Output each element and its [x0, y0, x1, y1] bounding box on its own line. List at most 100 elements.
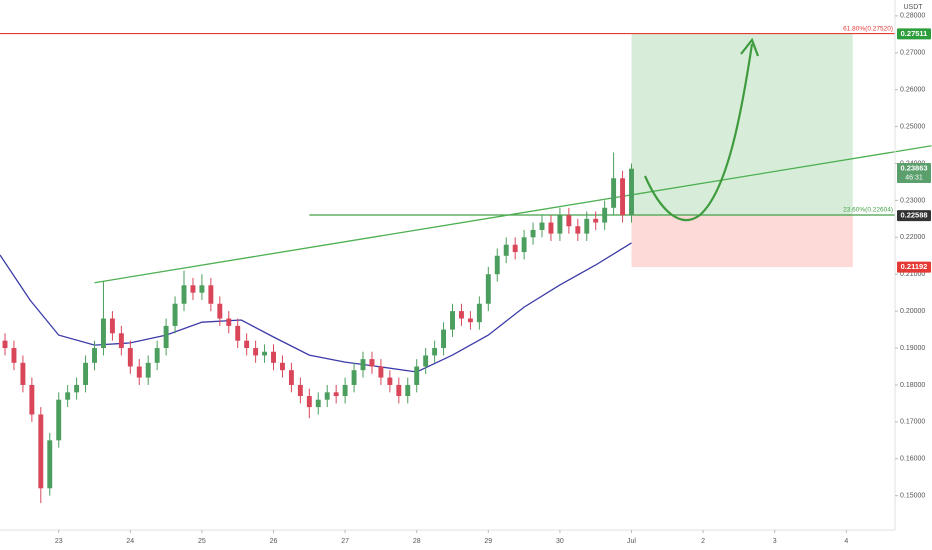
- candle-body: [101, 318, 106, 349]
- candle-body: [593, 218, 599, 223]
- candle-body: [136, 366, 142, 378]
- candle-body: [226, 318, 232, 326]
- candle-body: [494, 255, 500, 275]
- candle-body: [217, 303, 223, 319]
- loss-zone: [631, 215, 853, 268]
- candle-body: [29, 384, 35, 415]
- y-tick-label: 0.28000: [900, 13, 925, 20]
- candle-body: [253, 348, 259, 356]
- candle-body: [92, 348, 97, 363]
- candle-body: [467, 318, 473, 323]
- x-tick-label: 28: [413, 538, 421, 545]
- candle-body: [530, 229, 536, 238]
- candle-body: [324, 392, 330, 400]
- candle-body: [118, 333, 124, 349]
- candle-body: [512, 244, 518, 253]
- y-tick-label: 0.19000: [900, 345, 925, 352]
- candle-body: [396, 384, 402, 397]
- trendline: [94, 145, 932, 284]
- y-tick-label: 0.16000: [900, 456, 925, 463]
- candle-body: [629, 168, 634, 216]
- candle-body: [297, 384, 303, 397]
- x-tick-label: 23: [55, 538, 63, 545]
- candle-body: [351, 370, 357, 385]
- candle-body: [154, 348, 160, 363]
- candle-body: [172, 303, 178, 326]
- y-tick-label: 0.17000: [900, 419, 925, 426]
- y-tick-label: 0.20000: [900, 308, 925, 315]
- candle-body: [342, 384, 348, 397]
- candle-body: [405, 384, 411, 397]
- drawings: 61.80%(0.27520) 23.60%(0.22604): [0, 25, 932, 373]
- candle-body: [378, 366, 384, 378]
- candle-body: [333, 392, 339, 397]
- candle-body: [485, 274, 491, 304]
- candle-body: [360, 359, 366, 371]
- candle-body: [20, 362, 26, 385]
- x-tick-label: 3: [773, 538, 777, 545]
- candle-body: [127, 348, 133, 367]
- y-tick-label: 0.27000: [900, 50, 925, 57]
- candle-body: [584, 218, 590, 234]
- candle-body: [602, 207, 608, 223]
- candle-body: [56, 399, 62, 441]
- candle-body: [2, 340, 8, 349]
- candle-body: [548, 222, 554, 234]
- candle-body: [235, 325, 241, 341]
- candle-body: [288, 370, 294, 385]
- y-tick-label: 0.23000: [900, 197, 925, 204]
- candle-body: [620, 178, 626, 216]
- candle-body: [423, 355, 429, 367]
- candle-body: [262, 351, 268, 356]
- candle-body: [387, 377, 393, 385]
- candle-body: [280, 362, 285, 371]
- x-tick-label: 2: [701, 538, 705, 545]
- candle-body: [199, 285, 205, 293]
- candle-body: [208, 285, 214, 304]
- candle-body: [163, 325, 169, 349]
- price-tag-label: 0.22588: [900, 211, 927, 220]
- y-tick-label: 0.18000: [900, 382, 925, 389]
- candle-body: [450, 311, 455, 330]
- candle-body: [575, 226, 581, 234]
- x-tick-label: 26: [270, 538, 278, 545]
- candle-body: [74, 384, 80, 393]
- profit-zone: [631, 33, 853, 216]
- y-tick-label: 0.25000: [900, 123, 925, 130]
- candle-body: [503, 244, 509, 256]
- x-tick-label: Jul: [627, 538, 636, 545]
- y-tick-label: 0.21000: [900, 271, 925, 278]
- x-tick-label: 4: [844, 538, 848, 545]
- candle-body: [190, 285, 196, 293]
- price-tag-label: 0.27511: [901, 29, 928, 38]
- candle-body: [65, 392, 71, 400]
- candle-body: [47, 440, 53, 489]
- forecast-arrow: [643, 43, 754, 222]
- forecast-arrow-head: [740, 37, 760, 57]
- candle-body: [145, 362, 151, 378]
- candle-body: [521, 237, 527, 253]
- candle-body: [432, 348, 438, 356]
- x-tick-label: 24: [126, 538, 134, 545]
- candle-body: [83, 362, 89, 385]
- overlay: [643, 37, 760, 222]
- candle-body: [109, 318, 115, 334]
- fib-level-label: 61.80%(0.27520): [843, 25, 893, 32]
- candle-body: [369, 359, 375, 367]
- x-tick-label: 25: [198, 538, 206, 545]
- price-tag-countdown: 46:31: [905, 174, 923, 181]
- currency-label: USDT: [903, 4, 923, 11]
- price-tag: [897, 163, 931, 184]
- candle-body: [315, 399, 321, 408]
- price-tag-label: 0.21192: [901, 262, 928, 271]
- y-tick-label: 0.15000: [900, 493, 925, 500]
- candle-body: [38, 414, 44, 489]
- candle-body: [271, 351, 276, 363]
- x-tick-label: 29: [484, 538, 492, 545]
- candle-body: [539, 222, 545, 230]
- price-tag: [897, 28, 931, 40]
- candle-body: [476, 303, 482, 323]
